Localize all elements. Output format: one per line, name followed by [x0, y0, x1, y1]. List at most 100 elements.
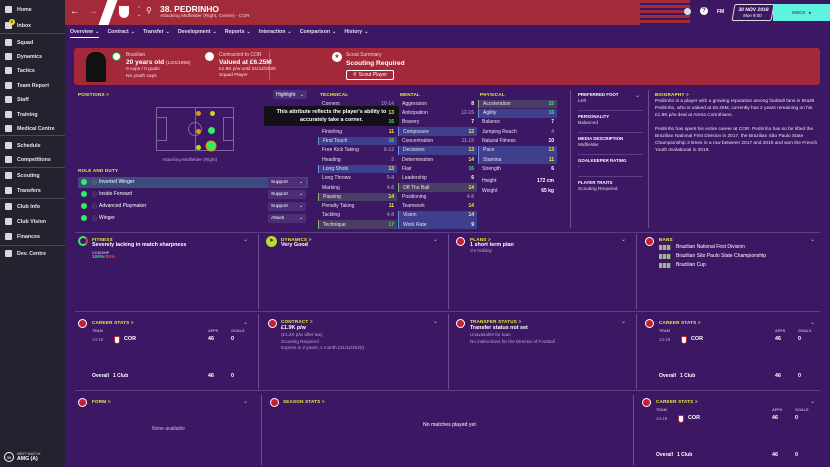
back-arrow-icon[interactable]: ←	[70, 6, 80, 17]
sidebar-item-tactics[interactable]: Tactics	[0, 64, 65, 77]
plans-title[interactable]: PLANS >	[470, 237, 491, 242]
attribute-row[interactable]: First Touch 16	[318, 136, 397, 146]
form-title[interactable]: FORM >	[92, 399, 111, 404]
attribute-row[interactable]: Positioning 4-8	[398, 193, 477, 202]
help-icon[interactable]: ?	[700, 7, 708, 15]
sidebar-item-staff[interactable]: Staff	[0, 93, 65, 106]
attribute-row[interactable]: Agility 16	[478, 108, 557, 118]
up-down-icon[interactable]: ⌃ ⌄	[137, 6, 142, 18]
sidebar-item-squad[interactable]: Squad	[0, 36, 65, 49]
season-stats-title[interactable]: SEASON STATS >	[283, 399, 325, 404]
attribute-row[interactable]: Leadership 6	[398, 174, 477, 183]
career-team[interactable]: COR	[691, 336, 703, 342]
sidebar-item-training[interactable]: Training	[0, 108, 65, 121]
role-row[interactable]: ⓘ Winger Attack ⌄	[78, 213, 308, 224]
tab-interaction[interactable]: Interaction ⌄	[259, 26, 292, 38]
attribute-row[interactable]: Teamwork 14	[398, 202, 477, 211]
tab-contract[interactable]: Contract ⌄	[107, 26, 135, 38]
chevron-down-icon[interactable]: ⌄	[810, 97, 816, 103]
chevron-down-icon[interactable]: ⌄	[635, 93, 641, 99]
attribute-row[interactable]: Technique 17	[318, 220, 397, 230]
tab-history[interactable]: History ⌄	[344, 26, 368, 38]
attribute-row[interactable]: Decisions 13	[398, 146, 477, 155]
attribute-row[interactable]: Marking 4-8	[318, 183, 397, 192]
attribute-row[interactable]: 13	[318, 109, 397, 118]
duty-dropdown[interactable]: Support ⌄	[268, 189, 306, 199]
attribute-row[interactable]: Pace 13	[478, 146, 557, 155]
attribute-row[interactable]: Aggression 8	[398, 100, 477, 109]
sidebar-item-club-vision[interactable]: Club Vision	[0, 215, 65, 228]
attribute-row[interactable]: Work Rate 9	[398, 220, 477, 230]
career-stats-title[interactable]: CAREER STATS >	[659, 320, 701, 325]
sidebar-item-competitions[interactable]: Competitions	[0, 153, 65, 166]
sidebar-item-finances[interactable]: Finances	[0, 230, 65, 243]
chevron-down-icon[interactable]: ⌄	[243, 320, 249, 326]
chevron-down-icon[interactable]: ⌄	[433, 237, 439, 243]
attribute-row[interactable]: Penalty Taking 11	[318, 202, 397, 211]
search-icon[interactable]: ⚲	[146, 6, 152, 15]
transfer-title[interactable]: TRANSFER STATUS >	[470, 319, 522, 324]
role-row[interactable]: ⓘ Advanced Playmaker Support ⌄	[78, 201, 308, 212]
attribute-row[interactable]: Long Throws 5-8	[318, 174, 397, 183]
sidebar-item-schedule[interactable]: Schedule	[0, 139, 65, 152]
role-row[interactable]: ⓘ Inside Forward Support ⌄	[78, 189, 308, 200]
tab-development[interactable]: Development ⌄	[178, 26, 217, 38]
attribute-row[interactable]: Finishing 11	[318, 127, 397, 136]
highlight-dropdown[interactable]: Highlight ⌄	[273, 90, 307, 99]
sidebar-item-dev-centre[interactable]: Dev. Centre	[0, 247, 65, 260]
attribute-row[interactable]: Composure 12	[398, 127, 477, 137]
tab-overview[interactable]: Overview ⌄	[70, 26, 100, 38]
attribute-row[interactable]: Natural Fitness 10	[478, 137, 557, 146]
sidebar-item-team-report[interactable]: Team Report	[0, 79, 65, 92]
sidebar-item-club-info[interactable]: Club Info	[0, 200, 65, 213]
date-display[interactable]: 30 NOV 2018 Mon 9:00	[731, 4, 775, 21]
attribute-row[interactable]: Jumping Reach 4	[478, 127, 557, 136]
next-match[interactable]: 30 NEXT MATCH AMG (A)	[0, 447, 65, 467]
tab-reports[interactable]: Reports ⌄	[225, 26, 251, 38]
attribute-row[interactable]: Concentration 11-15	[398, 137, 477, 146]
contract-title[interactable]: CONTRACT >	[281, 319, 313, 324]
attribute-row[interactable]: Tackling 4-8	[318, 211, 397, 220]
inbox-continue-button[interactable]: INBOX ●	[773, 4, 830, 21]
attribute-row[interactable]: Strength 6	[478, 165, 557, 174]
attribute-row[interactable]: Determination 14	[398, 155, 477, 164]
sidebar-item-inbox[interactable]: Inbox 6	[0, 19, 65, 32]
attribute-row[interactable]: Free Kick Taking 8-12	[318, 146, 397, 155]
sidebar-item-scouting[interactable]: Scouting	[0, 169, 65, 182]
role-row[interactable]: ⓘ Inverted Winger Support ⌄	[78, 177, 308, 188]
sidebar-item-transfers[interactable]: Transfers	[0, 184, 65, 197]
duty-dropdown[interactable]: Support ⌄	[268, 201, 306, 211]
sidebar-item-home[interactable]: Home	[0, 3, 65, 16]
attribute-row[interactable]: Vision 14	[398, 211, 477, 220]
duty-dropdown[interactable]: Support ⌄	[268, 177, 306, 187]
attribute-row[interactable]: Long Shots 13	[318, 164, 397, 174]
scout-player-button[interactable]: ⚲ Scout Player	[346, 70, 394, 80]
tab-transfer[interactable]: Transfer ⌄	[143, 26, 170, 38]
chevron-down-icon[interactable]: ⌄	[433, 319, 439, 325]
chevron-down-icon[interactable]: ⌄	[810, 237, 816, 243]
bulb-icon[interactable]	[684, 8, 691, 15]
chevron-down-icon[interactable]: ⌄	[243, 399, 249, 405]
attribute-row[interactable]: Acceleration 15	[478, 99, 557, 109]
fm-menu[interactable]: FM	[717, 9, 725, 15]
attribute-row[interactable]: Passing 14	[318, 192, 397, 202]
dynamics-title[interactable]: DYNAMICS >	[281, 237, 312, 242]
positions-title[interactable]: POSITIONS >	[78, 92, 110, 97]
attribute-row[interactable]: Bravery 7	[398, 118, 477, 127]
attribute-row[interactable]: Flair 16	[398, 165, 477, 174]
chevron-down-icon[interactable]: ⌄	[243, 237, 249, 243]
sidebar-item-dynamics[interactable]: Dynamics	[0, 50, 65, 63]
attribute-row[interactable]: Stamina 11	[478, 155, 557, 165]
career-team[interactable]: COR	[124, 336, 136, 342]
attribute-row[interactable]: Height 172 cm	[478, 177, 557, 186]
attribute-row[interactable]: Balance 7	[478, 118, 557, 127]
attribute-row[interactable]: Off The Ball 14	[398, 183, 477, 192]
chevron-down-icon[interactable]: ⌄	[810, 399, 816, 405]
career-stats-title[interactable]: CAREER STATS >	[656, 399, 698, 404]
attribute-row[interactable]: 16	[318, 118, 397, 127]
career-stats-title[interactable]: CAREER STATS >	[92, 320, 134, 325]
career-team[interactable]: COR	[688, 415, 700, 421]
chevron-down-icon[interactable]: ⌄	[621, 237, 627, 243]
tab-comparison[interactable]: Comparison ⌄	[300, 26, 337, 38]
chevron-down-icon[interactable]: ⌄	[621, 319, 627, 325]
